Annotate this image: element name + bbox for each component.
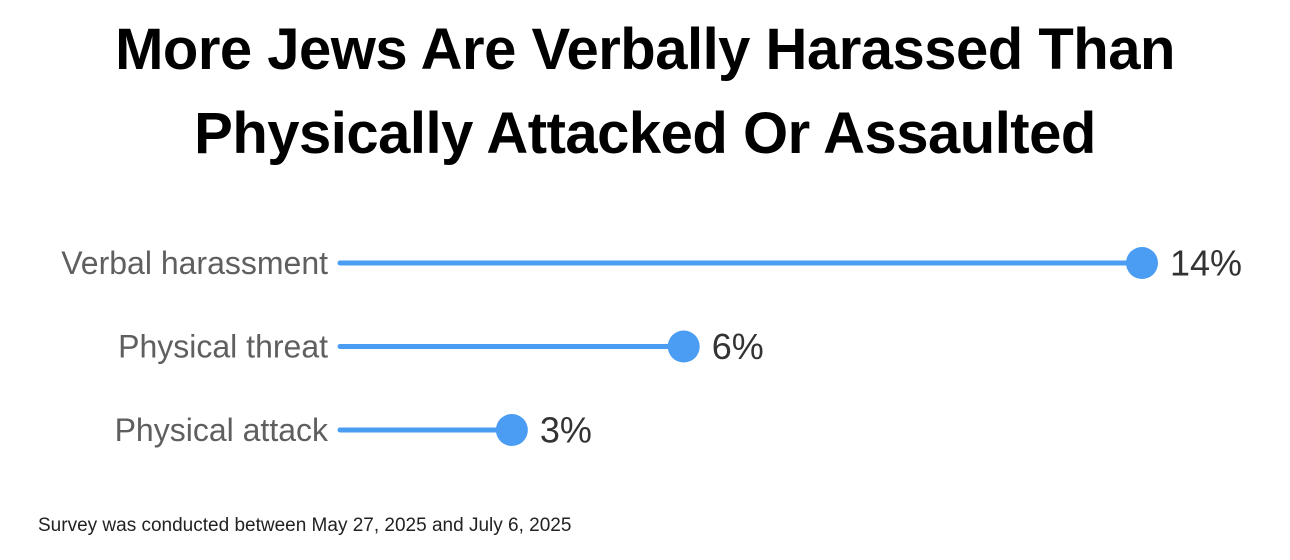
dot-physical-threat xyxy=(667,330,700,363)
lollipop-chart: Verbal harassment 14% Physical threat 6% Phy… xyxy=(61,243,1242,451)
survey-note: Survey was conducted between May 27, 202… xyxy=(38,515,572,536)
category-label-physical-threat: Physical threat xyxy=(118,329,328,365)
chart-title-line-1: More Jews Are Verbally Harassed Than xyxy=(115,17,1175,82)
dot-verbal-harassment xyxy=(1126,247,1158,279)
category-label-verbal-harassment: Verbal harassment xyxy=(61,245,328,281)
value-label-physical-attack: 3% xyxy=(540,410,592,451)
category-label-physical-attack: Physical attack xyxy=(115,412,329,448)
dot-physical-attack xyxy=(495,414,528,446)
chart-title: More Jews Are Verbally Harassed Than Phy… xyxy=(0,8,1290,176)
value-label-physical-threat: 6% xyxy=(712,326,764,367)
value-label-verbal-harassment: 14% xyxy=(1170,243,1242,284)
chart-title-line-2: Physically Attacked Or Assaulted xyxy=(194,101,1096,166)
